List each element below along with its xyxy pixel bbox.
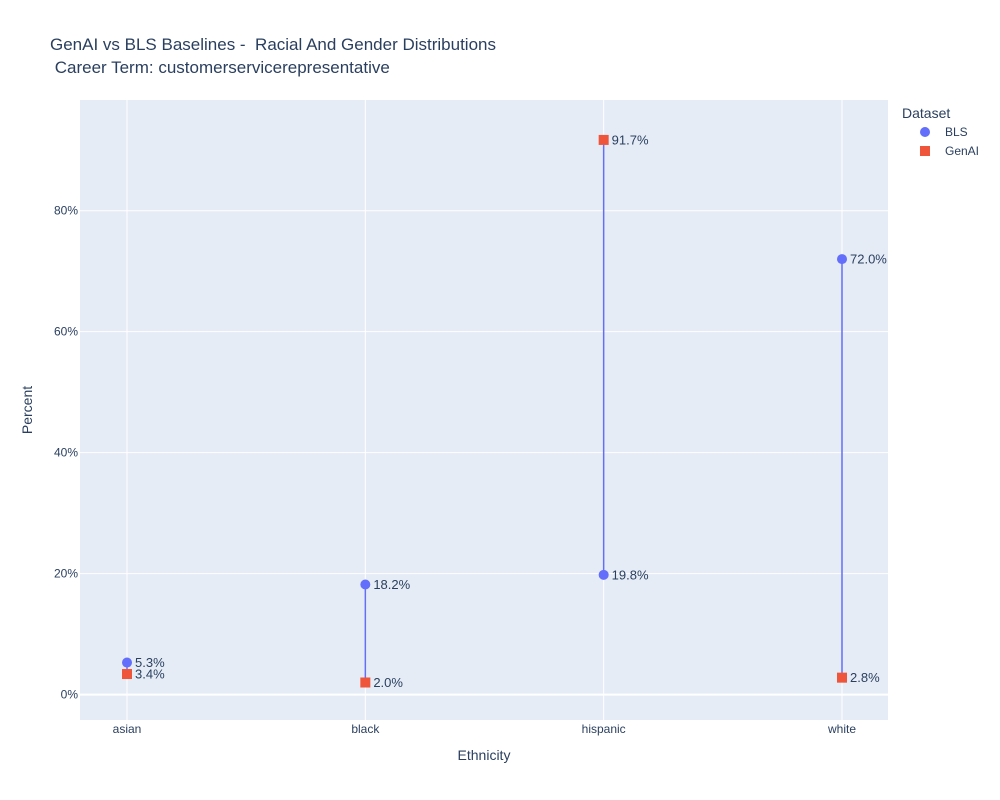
y-tick-label: 60%	[54, 325, 78, 339]
bls-point	[122, 657, 132, 668]
x-tick-label: hispanic	[582, 722, 626, 736]
genai-point	[122, 669, 132, 680]
bls-data-label: 19.8%	[612, 567, 649, 582]
genai-point	[598, 134, 609, 145]
genai-data-label: 2.8%	[850, 670, 880, 685]
x-tick-label: asian	[113, 722, 142, 736]
legend: Dataset BLS GenAI	[902, 105, 979, 158]
legend-marker-genai	[920, 146, 930, 156]
bls-point	[598, 569, 609, 580]
bls-data-label: 72.0%	[850, 252, 887, 267]
bls-point	[360, 579, 371, 590]
bls-data-label: 18.2%	[373, 577, 410, 592]
legend-title: Dataset	[902, 105, 950, 121]
bls-data-label: 5.3%	[135, 655, 165, 670]
legend-items: BLS GenAI	[920, 125, 979, 158]
plot-area	[80, 100, 888, 720]
y-tick-label: 0%	[61, 688, 79, 702]
genai-point	[360, 677, 371, 688]
label-layer: 5.3% 18.2% 19.8% 72.0% 3.4% 2.0% 91.7% 2.8%	[135, 132, 887, 690]
bls-point	[837, 254, 847, 265]
connector-layer	[126, 139, 843, 683]
y-tick-label: 20%	[54, 567, 78, 581]
genai-data-label: 2.0%	[373, 675, 403, 690]
legend-marker-bls	[920, 127, 930, 137]
axis-layer: asian black hispanic white 0% 20% 40% 60% 80%	[54, 204, 856, 736]
y-axis-title: Percent	[19, 386, 35, 434]
legend-label-genai: GenAI	[945, 144, 979, 158]
y-tick-label: 40%	[54, 446, 78, 460]
chart-title-line2: Career Term: customerservicerepresentati…	[50, 58, 390, 77]
chart-title-line1: GenAI vs BLS Baselines - Racial And Gend…	[50, 35, 496, 54]
genai-point	[837, 672, 847, 683]
genai-data-label: 91.7%	[612, 132, 649, 147]
x-tick-label: black	[351, 722, 380, 736]
marker-layer	[122, 134, 847, 688]
legend-label-bls: BLS	[945, 125, 968, 139]
y-tick-label: 80%	[54, 204, 78, 218]
genai-data-label: 3.4%	[135, 667, 165, 682]
x-tick-label: white	[827, 722, 856, 736]
x-axis-title: Ethnicity	[458, 747, 511, 763]
